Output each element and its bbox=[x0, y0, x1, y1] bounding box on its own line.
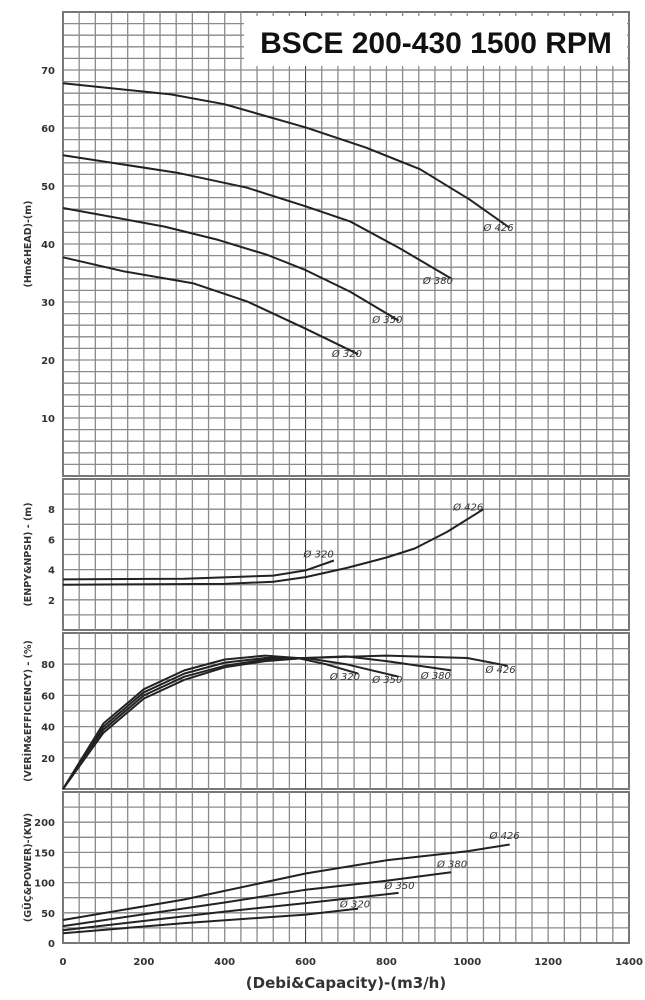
x-axis-title: (Debi&Capacity)-(m3/h) bbox=[246, 974, 446, 992]
power-curve-label: Ø 380 bbox=[436, 859, 467, 871]
efficiency-panel: 20 40 60 80 (VERİM&EFFICIENCY) - (%) Ø 320 Ø 3… bbox=[23, 632, 630, 790]
npsh-panel: 2 4 6 8 (ENPY&NPSH) - (m) Ø 426 Ø 320 bbox=[23, 478, 630, 631]
npsh-ytick-label: 6 bbox=[48, 535, 55, 546]
x-tick-label: 0 bbox=[60, 957, 67, 968]
npsh-ytick-label: 8 bbox=[48, 505, 55, 516]
power-ytick-label: 50 bbox=[41, 909, 55, 920]
head-ytick-label: 20 bbox=[41, 356, 55, 367]
x-tick-label: 1000 bbox=[453, 957, 481, 968]
x-tick-label: 1400 bbox=[615, 957, 643, 968]
chart-title: BSCE 200-430 1500 RPM bbox=[260, 27, 612, 60]
npsh-curve-426 bbox=[62, 508, 485, 586]
npsh-ytick-label: 2 bbox=[48, 596, 55, 607]
efficiency-curve-label: Ø 350 bbox=[371, 674, 402, 686]
efficiency-ytick-label: 80 bbox=[41, 660, 55, 671]
npsh-curve-label: Ø 426 bbox=[452, 502, 483, 514]
efficiency-ytick-label: 60 bbox=[41, 691, 55, 702]
efficiency-curve-320 bbox=[62, 654, 359, 790]
power-curve-label: Ø 320 bbox=[339, 898, 370, 910]
head-y-axis-label: (Hm&HEAD)-(m) bbox=[23, 200, 34, 287]
head-curve-label: Ø 426 bbox=[482, 222, 513, 234]
head-curve-label: Ø 380 bbox=[422, 275, 453, 287]
head-ytick-label: 50 bbox=[41, 182, 55, 193]
power-curve-label: Ø 350 bbox=[383, 880, 414, 892]
npsh-ytick-label: 4 bbox=[48, 566, 55, 577]
power-curve-350 bbox=[62, 891, 399, 932]
efficiency-curve-label: Ø 380 bbox=[420, 670, 451, 682]
efficiency-curve-label: Ø 320 bbox=[329, 671, 360, 683]
head-ytick-label: 60 bbox=[41, 124, 55, 135]
head-ytick-label: 30 bbox=[41, 298, 55, 309]
efficiency-ytick-label: 20 bbox=[41, 754, 55, 765]
head-curve-426 bbox=[62, 82, 511, 229]
npsh-curve-label: Ø 320 bbox=[303, 549, 334, 561]
npsh-curve-320 bbox=[62, 559, 335, 581]
power-curve-380 bbox=[62, 871, 452, 928]
power-curve-320 bbox=[62, 907, 359, 935]
head-ytick-label: 70 bbox=[41, 66, 55, 77]
power-ytick-label: 100 bbox=[34, 879, 55, 890]
npsh-y-axis-label: (ENPY&NPSH) - (m) bbox=[23, 502, 34, 606]
efficiency-curve-label: Ø 426 bbox=[484, 664, 515, 676]
power-ytick-label: 0 bbox=[48, 939, 55, 950]
head-curve-350 bbox=[62, 207, 400, 322]
power-y-axis-label: (GÜÇ&POWER)-(KW) bbox=[23, 813, 34, 922]
title-box bbox=[244, 16, 627, 66]
head-curve-label: Ø 350 bbox=[371, 314, 402, 326]
head-panel: 10 20 30 40 50 60 70 (Hm&HEAD)-(m) Ø 426 Ø 380 Ø 3… bbox=[23, 11, 630, 477]
head-curve-320 bbox=[62, 256, 359, 356]
x-tick-label: 400 bbox=[214, 957, 235, 968]
efficiency-curve-380 bbox=[62, 655, 452, 790]
x-tick-label: 800 bbox=[376, 957, 397, 968]
x-tick-label: 1200 bbox=[534, 957, 562, 968]
power-panel: 0 50 100 150 200(GÜÇ&POWER)-(KW) Ø 426 Ø 380 Ø … bbox=[23, 791, 630, 950]
efficiency-curve-426 bbox=[62, 654, 508, 790]
power-curve-label: Ø 426 bbox=[489, 830, 520, 842]
head-curve-380 bbox=[62, 154, 452, 280]
efficiency-curve-350 bbox=[62, 657, 399, 790]
power-ytick-label: 150 bbox=[34, 848, 55, 859]
head-ytick-label: 40 bbox=[41, 240, 55, 251]
head-curve-label: Ø 320 bbox=[331, 348, 362, 360]
efficiency-ytick-label: 40 bbox=[41, 723, 55, 734]
x-tick-label: 600 bbox=[295, 957, 316, 968]
power-curve-426 bbox=[62, 843, 510, 921]
x-tick-label: 200 bbox=[133, 957, 154, 968]
efficiency-y-axis-label: (VERİM&EFFICIENCY) - (%) bbox=[23, 640, 34, 782]
head-ytick-label: 10 bbox=[41, 414, 55, 425]
power-ytick-label: 200 bbox=[34, 818, 55, 829]
